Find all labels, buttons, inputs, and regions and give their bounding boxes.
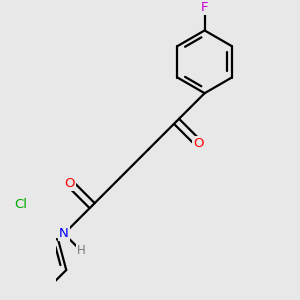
Text: O: O xyxy=(65,177,75,190)
Text: Cl: Cl xyxy=(14,198,27,211)
Text: N: N xyxy=(59,227,69,240)
Text: F: F xyxy=(201,1,208,14)
Text: H: H xyxy=(77,244,85,257)
Text: O: O xyxy=(194,137,204,150)
